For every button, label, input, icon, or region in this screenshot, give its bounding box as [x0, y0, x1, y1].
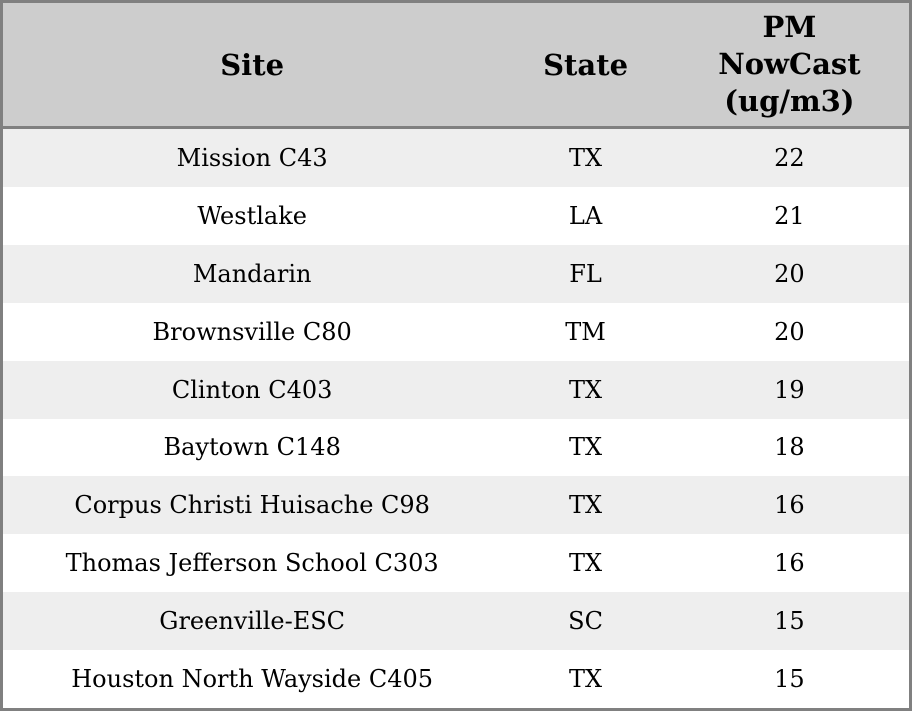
cell-site: Clinton C403: [171, 375, 333, 404]
table-row: Mission C43 TX 22: [3, 129, 909, 187]
cell-state: TX: [569, 433, 603, 462]
cell-pm: 15: [774, 665, 805, 694]
cell-site: Houston North Wayside C405: [71, 665, 434, 694]
table-row: Baytown C148 TX 18: [3, 418, 909, 477]
cell-state: SC: [568, 607, 603, 636]
table-row: Brownsville C80 TM 20: [3, 302, 909, 361]
cell-pm: 21: [774, 201, 805, 230]
table-row: Clinton C403 TX 19: [3, 360, 909, 419]
table-header-row: Site State PM NowCast (ug/m3): [3, 3, 909, 129]
table-row: Greenville-ESC SC 15: [3, 592, 909, 651]
column-header-pm-nowcast: PM NowCast (ug/m3): [718, 10, 861, 118]
cell-state: LA: [568, 201, 603, 230]
cell-pm: 19: [774, 375, 805, 404]
cell-pm: 22: [774, 143, 805, 172]
cell-pm: 16: [774, 491, 805, 520]
cell-state: TM: [565, 317, 606, 346]
cell-state: TX: [569, 665, 603, 694]
cell-site: Westlake: [197, 201, 307, 230]
cell-site: Mandarin: [192, 259, 312, 288]
cell-state: TX: [569, 375, 603, 404]
cell-pm: 15: [774, 607, 805, 636]
column-header-state: State: [543, 47, 629, 82]
cell-site: Corpus Christi Huisache C98: [74, 491, 430, 520]
cell-pm: 18: [774, 433, 805, 462]
cell-pm: 20: [774, 259, 805, 288]
cell-site: Thomas Jefferson School C303: [65, 549, 439, 578]
table-row: Houston North Wayside C405 TX 15: [3, 650, 909, 709]
cell-pm: 20: [774, 317, 805, 346]
table-row: Mandarin FL 20: [3, 244, 909, 303]
cell-site: Greenville-ESC: [159, 607, 346, 636]
cell-state: FL: [569, 259, 602, 288]
table-row: Westlake LA 21: [3, 186, 909, 245]
cell-state: TX: [569, 549, 603, 578]
column-header-site: Site: [220, 47, 285, 82]
cell-state: TX: [569, 491, 603, 520]
cell-site: Brownsville C80: [152, 317, 352, 346]
cell-site: Mission C43: [176, 143, 328, 172]
cell-pm: 16: [774, 549, 805, 578]
cell-site: Baytown C148: [163, 433, 341, 462]
table-row: Thomas Jefferson School C303 TX 16: [3, 534, 909, 593]
table-row: Corpus Christi Huisache C98 TX 16: [3, 476, 909, 535]
cell-state: TX: [569, 143, 603, 172]
